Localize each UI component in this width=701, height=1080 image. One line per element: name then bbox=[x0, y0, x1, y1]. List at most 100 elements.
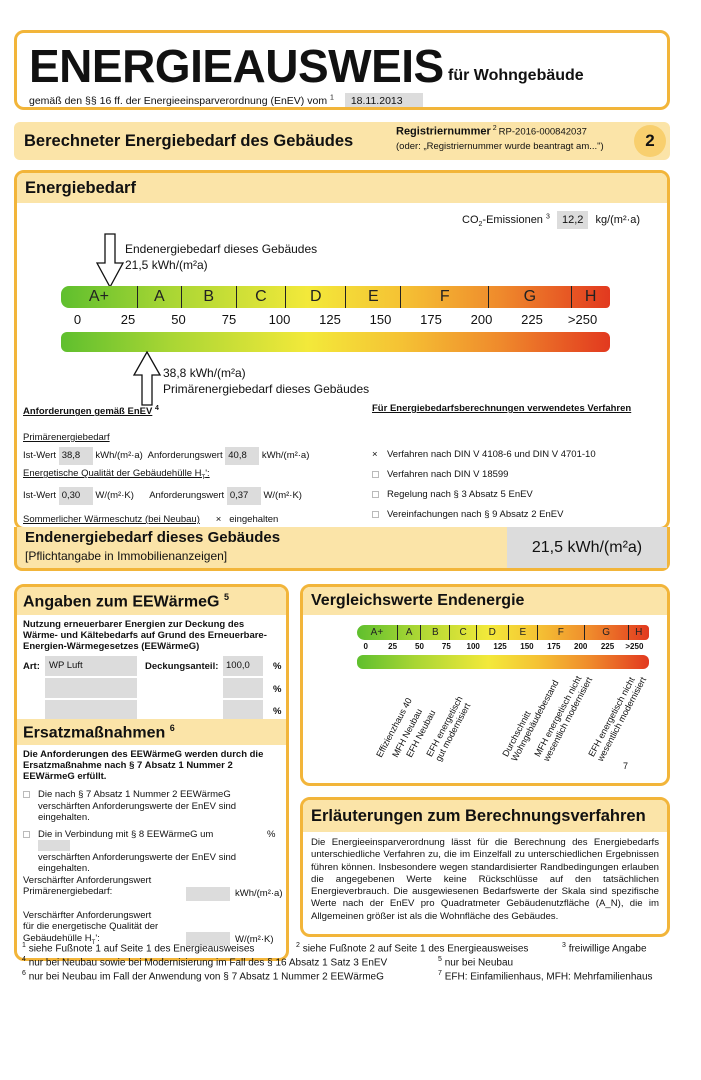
requirements: Anforderungen gemäß EnEV 4 Primärenergie… bbox=[23, 403, 353, 526]
method-checkbox[interactable] bbox=[372, 470, 379, 478]
ht-field[interactable] bbox=[186, 931, 230, 946]
footnote-number: 1 bbox=[22, 942, 26, 949]
footnote: 1 siehe Fußnote 1 auf Seite 1 des Energi… bbox=[22, 942, 254, 954]
footnote-text: EFH: Einfamilienhaus, MFH: Mehrfamilienh… bbox=[444, 971, 653, 983]
erlaeuterung-text: Die Energieeinsparverordnung lässt für d… bbox=[311, 837, 659, 922]
footnote: 5 nur bei Neubau bbox=[438, 956, 513, 968]
mini-scale-ticks: 0 25 50 75 100 125 150 175 200 225 >250 bbox=[357, 642, 649, 654]
prim-label: Primärenergiebedarf dieses Gebäudes bbox=[163, 382, 370, 396]
mini-scale: A+ A B C D E F G H bbox=[357, 625, 649, 640]
scale-tick: 150 bbox=[369, 312, 392, 327]
fn: 4 bbox=[154, 405, 159, 412]
legal-line: gemäß den §§ 16 ff. der Energieeinsparve… bbox=[29, 93, 423, 107]
unit: kWh/(m²·a) bbox=[261, 450, 310, 462]
erlaeuterung-box: Erläuterungen zum Berechnungsverfahren D… bbox=[300, 797, 670, 937]
summer-label: Sommerlicher Wärmeschutz (bei Neubau) bbox=[23, 514, 200, 526]
scale-tick: 225 bbox=[521, 312, 543, 327]
requirements-title: Anforderungen gemäß EnEV bbox=[23, 406, 153, 418]
scale-tick: 50 bbox=[171, 312, 186, 327]
footnote: 2 siehe Fußnote 2 auf Seite 1 des Energi… bbox=[296, 942, 528, 954]
summer-check[interactable]: × bbox=[215, 514, 222, 526]
fn: 5 bbox=[223, 592, 229, 602]
arrow-down-icon bbox=[95, 233, 125, 289]
unit: W/(m²·K) bbox=[95, 490, 134, 502]
eewaermeg-intro: Nutzung erneuerbarer Energien zur Deckun… bbox=[23, 619, 267, 652]
art-field-2[interactable] bbox=[45, 678, 137, 698]
energy-class-d: D bbox=[286, 286, 347, 308]
anf-ht-value: 0,37 bbox=[226, 487, 261, 506]
energy-class-g: G bbox=[489, 286, 572, 308]
ist-label: Ist-Wert bbox=[23, 450, 57, 462]
ht-label-2: für die energetische Qualität der bbox=[23, 921, 159, 933]
energy-class-f: F bbox=[401, 286, 490, 308]
reg-label: Registriernummer bbox=[396, 125, 491, 138]
footnote-number: 3 bbox=[562, 942, 566, 949]
header-box: ENERGIEAUSWEIS für Wohngebäude gemäß den… bbox=[14, 30, 670, 110]
energy-class-d: D bbox=[477, 625, 509, 640]
arrow-up-icon bbox=[132, 351, 162, 406]
method-label: Verfahren nach DIN V 4108-6 und DIN V 47… bbox=[387, 448, 596, 460]
ht-suffix: ': bbox=[95, 932, 100, 944]
art-field-3[interactable] bbox=[45, 700, 137, 720]
energy-class-g: G bbox=[585, 625, 629, 640]
legal-text: gemäß den §§ 16 ff. der Energieeinsparve… bbox=[29, 95, 328, 107]
energy-class-b: B bbox=[182, 286, 237, 308]
endenergie-value: 21,5 kWh/(m²a) bbox=[507, 527, 667, 568]
footnote-text: nur bei Neubau bbox=[444, 957, 514, 969]
registration: Registriernummer 2 RP-2016-000842037 (oder… bbox=[396, 125, 604, 152]
method-checkbox[interactable]: × bbox=[372, 448, 378, 460]
ist-ht-value: 0,30 bbox=[58, 487, 93, 506]
scale-tick: 100 bbox=[466, 642, 480, 651]
co2-value: 12,2 bbox=[556, 211, 589, 229]
method-checkbox[interactable] bbox=[372, 510, 379, 518]
opt2-checkbox[interactable] bbox=[23, 830, 30, 838]
prim-field[interactable] bbox=[186, 886, 230, 901]
scale-tick: 125 bbox=[493, 642, 507, 651]
unit: W/(m²·K) bbox=[263, 490, 302, 502]
unit: W/(m²·K) bbox=[235, 933, 274, 945]
footnote: 3 freiwillige Angabe bbox=[562, 942, 647, 954]
vergleich-footnote: 7 bbox=[623, 761, 629, 771]
reg-note: (oder: „Registriernummer wurde beantragt… bbox=[396, 140, 604, 152]
ht-heading: Energetische Qualität der Gebäudehülle H bbox=[23, 468, 202, 480]
scale-ticks: 0 25 50 75 100 125 150 175 200 225 >250 bbox=[61, 312, 610, 328]
scale-tick: 175 bbox=[420, 312, 442, 327]
method-checkbox[interactable] bbox=[372, 490, 379, 498]
footnote-number: 2 bbox=[296, 942, 300, 949]
share-label: Deckungsanteil: bbox=[145, 661, 219, 672]
fn: 3 bbox=[546, 213, 550, 221]
opt2-label: Die in Verbindung mit § 8 EEWärmeG um bbox=[38, 828, 214, 840]
opt2-label-b: verschärften Anforderungswerte der EnEV … bbox=[38, 851, 237, 875]
anf-label: Anforderungswert bbox=[147, 450, 223, 462]
share-field-2[interactable] bbox=[223, 678, 263, 698]
energy-class-a-plus: A+ bbox=[61, 286, 138, 308]
scale-tick: 25 bbox=[388, 642, 398, 651]
prim-annotation: 38,8 kWh/(m²a) Primärenergiebedarf diese… bbox=[163, 365, 369, 397]
footnote-text: siehe Fußnote 2 auf Seite 1 des Energiea… bbox=[302, 943, 529, 955]
energy-class-a-plus: A+ bbox=[357, 625, 398, 640]
energy-class-e: E bbox=[509, 625, 538, 640]
co2-unit: kg/(m²·a) bbox=[595, 214, 641, 226]
erlaeuterung-title: Erläuterungen zum Berechnungsverfahren bbox=[303, 800, 667, 832]
opt1-label: Die nach § 7 Absatz 1 Nummer 2 EEWärmeG … bbox=[38, 789, 237, 823]
energy-class-h: H bbox=[635, 627, 643, 638]
energy-class-h: H bbox=[584, 288, 597, 305]
method-label: Vereinfachungen nach § 9 Absatz 2 EnEV bbox=[387, 508, 564, 520]
opt1-checkbox[interactable] bbox=[23, 791, 30, 798]
vergleich-box: Vergleichswerte Endenergie A+ A B C D E F G H 0 2… bbox=[300, 584, 670, 786]
footnote: 7 EFH: Einfamilienhaus, MFH: Mehrfamilie… bbox=[438, 970, 653, 982]
footnote: 6 nur bei Neubau im Fall der Anwendung v… bbox=[22, 970, 384, 982]
share-value[interactable]: 100,0 bbox=[223, 656, 263, 676]
art-label: Art: bbox=[23, 661, 40, 672]
method-item: Regelung nach § 3 Absatz 5 EnEV bbox=[372, 484, 662, 504]
footnote: 4 nur bei Neubau sowie bei Modernisierun… bbox=[22, 956, 387, 968]
issue-date: 18.11.2013 bbox=[344, 93, 423, 107]
art-value[interactable]: WP Luft bbox=[45, 656, 137, 676]
method-label: Regelung nach § 3 Absatz 5 EnEV bbox=[387, 488, 533, 500]
share-field-3[interactable] bbox=[223, 700, 263, 720]
comparison-label: EFH energetisch gut modernisiert bbox=[425, 694, 474, 763]
opt2-percent-field[interactable] bbox=[38, 840, 70, 851]
scale-tick: >250 bbox=[625, 642, 644, 651]
prim-label-2: Primärenergiebedarf: bbox=[23, 886, 113, 898]
scale-tick: 0 bbox=[73, 312, 82, 327]
